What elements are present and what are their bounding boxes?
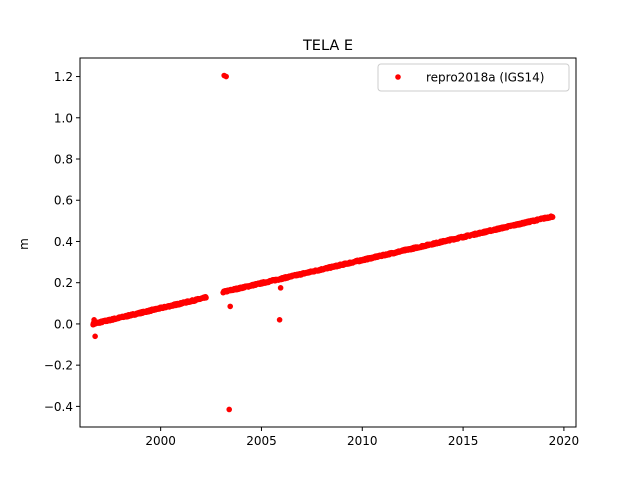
y-tick-label: 0.6 xyxy=(54,194,73,208)
y-tick-label: 0.2 xyxy=(54,276,73,290)
data-point xyxy=(203,294,209,301)
y-tick-label: 1.0 xyxy=(54,111,73,125)
x-tick-label: 2005 xyxy=(246,434,277,448)
data-point xyxy=(277,285,284,291)
x-tick-label: 2010 xyxy=(347,434,378,448)
legend-marker xyxy=(395,74,401,80)
x-axis-ticks: 2000 2005 2010 2015 2020 xyxy=(145,427,579,448)
x-tick-label: 2020 xyxy=(549,434,580,448)
y-axis-label: m xyxy=(17,238,31,250)
y-tick-label: 0.4 xyxy=(54,235,73,249)
y-tick-label: 0.8 xyxy=(54,153,73,167)
y-tick-label: 1.2 xyxy=(54,70,73,84)
data-point xyxy=(92,333,98,340)
data-points xyxy=(90,72,556,413)
legend-entry: repro2018a (IGS14) xyxy=(426,71,544,85)
chart-title: TELA E xyxy=(302,38,353,54)
x-tick-label: 2000 xyxy=(145,434,176,448)
x-tick-label: 2015 xyxy=(448,434,479,448)
y-tick-label: 0.0 xyxy=(54,317,73,331)
data-point xyxy=(226,406,232,413)
y-axis-ticks: −0.4 −0.2 0.0 0.2 0.4 0.6 0.8 1.0 1.2 xyxy=(44,70,80,414)
legend-frame xyxy=(377,63,570,92)
data-point xyxy=(91,319,98,325)
plot-area-frame xyxy=(79,57,577,428)
y-tick-label: −0.4 xyxy=(44,400,73,414)
data-point xyxy=(276,317,283,323)
data-point xyxy=(549,214,556,220)
legend: repro2018a (IGS14) xyxy=(377,63,570,92)
y-tick-label: −0.2 xyxy=(44,359,73,373)
data-point xyxy=(227,303,234,310)
data-point xyxy=(223,73,229,80)
